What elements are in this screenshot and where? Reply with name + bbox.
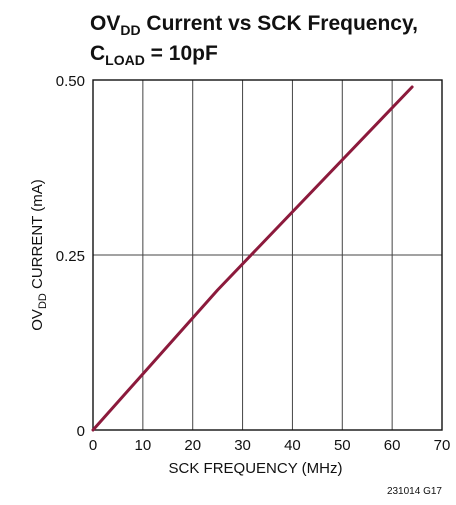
plot-frame — [92, 79, 443, 431]
x-tick-label-10: 10 — [135, 437, 152, 454]
figure-id: 231014 G17 — [387, 486, 442, 497]
y-tick-label-2: 0.50 — [56, 73, 85, 90]
chart-title-line-2: CLOAD = 10pF — [90, 42, 218, 68]
y-tick-label-0: 0 — [77, 423, 85, 440]
series-line-0 — [91, 85, 414, 432]
x-tick-label-70: 70 — [434, 437, 451, 454]
x-axis-label: SCK FREQUENCY (MHz) — [169, 460, 343, 477]
x-tick-label-60: 60 — [384, 437, 401, 454]
x-tick-label-40: 40 — [284, 437, 301, 454]
x-tick-label-30: 30 — [234, 437, 251, 454]
x-tick-label-50: 50 — [334, 437, 351, 454]
y-tick-label-1: 0.25 — [56, 248, 85, 265]
x-tick-label-0: 0 — [89, 437, 97, 454]
chart-title-line-1: OVDD Current vs SCK Frequency, — [90, 12, 418, 38]
y-axis-label: OVDD CURRENT (mA) — [29, 179, 49, 330]
x-tick-label-20: 20 — [184, 437, 201, 454]
